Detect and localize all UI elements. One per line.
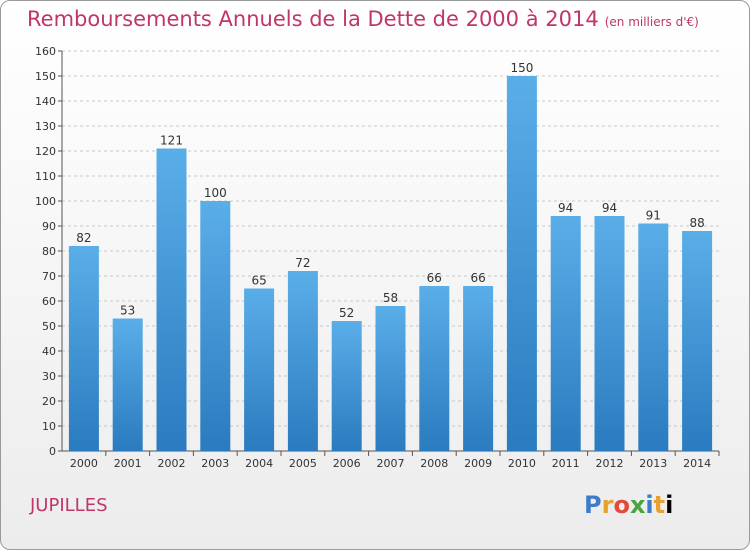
y-tick-label: 0 [49,445,56,458]
y-tick-label: 120 [35,145,56,158]
data-label: 66 [427,271,442,285]
bar-2011 [550,216,581,451]
data-label: 94 [602,201,617,215]
y-tick-label: 110 [35,170,56,183]
bar-2005 [287,271,318,451]
y-tick-label: 30 [42,370,56,383]
y-tick-label: 50 [42,320,56,333]
bar-2006 [331,321,362,451]
x-tick-label: 2004 [245,457,273,470]
data-label: 66 [470,271,485,285]
y-tick-label: 130 [35,120,56,133]
y-tick-label: 80 [42,245,56,258]
data-label: 58 [383,291,398,305]
data-label: 100 [204,186,227,200]
bar-2008 [419,286,450,451]
x-tick-label: 2007 [377,457,405,470]
data-label: 94 [558,201,573,215]
y-tick-label: 10 [42,420,56,433]
x-tick-label: 2003 [201,457,229,470]
data-label: 91 [646,209,661,223]
bar-2007 [375,306,406,451]
title-text: Remboursements Annuels de la Dette de 20… [27,7,599,31]
data-label: 65 [251,274,266,288]
x-tick-label: 2011 [552,457,580,470]
y-tick-label: 90 [42,220,56,233]
bar-2004 [244,288,275,451]
y-tick-label: 140 [35,95,56,108]
data-label: 52 [339,306,354,320]
x-tick-label: 2000 [70,457,98,470]
x-tick-label: 2005 [289,457,317,470]
commune-name: JUPILLES [30,495,108,516]
bar-2002 [156,148,187,451]
data-label: 150 [510,61,533,75]
y-tick-label: 160 [35,45,56,58]
proxiti-logo: Proxiti [584,491,674,519]
bar-2009 [463,286,494,451]
x-tick-label: 2001 [114,457,142,470]
y-tick-label: 150 [35,70,56,83]
data-label: 82 [76,231,91,245]
x-tick-label: 2002 [158,457,186,470]
data-label: 88 [689,216,704,230]
bar-2003 [200,201,231,451]
x-tick-label: 2014 [683,457,711,470]
y-tick-label: 20 [42,395,56,408]
chart-title: Remboursements Annuels de la Dette de 20… [27,7,699,31]
x-tick-label: 2010 [508,457,536,470]
bar-2010 [506,76,537,451]
x-tick-label: 2012 [596,457,624,470]
bar-2000 [68,246,99,451]
y-tick-label: 60 [42,295,56,308]
chart-subtitle: (en milliers d'€) [604,15,699,29]
bar-2001 [112,318,143,451]
x-tick-label: 2009 [464,457,492,470]
bar-2012 [594,216,625,451]
y-tick-label: 100 [35,195,56,208]
y-tick-label: 40 [42,345,56,358]
data-label: 72 [295,256,310,270]
bar-2014 [682,231,713,451]
x-tick-label: 2013 [639,457,667,470]
y-tick-label: 70 [42,270,56,283]
data-label: 121 [160,134,183,148]
data-label: 53 [120,304,135,318]
bar-2013 [638,223,669,451]
x-tick-label: 2006 [333,457,361,470]
x-tick-label: 2008 [420,457,448,470]
